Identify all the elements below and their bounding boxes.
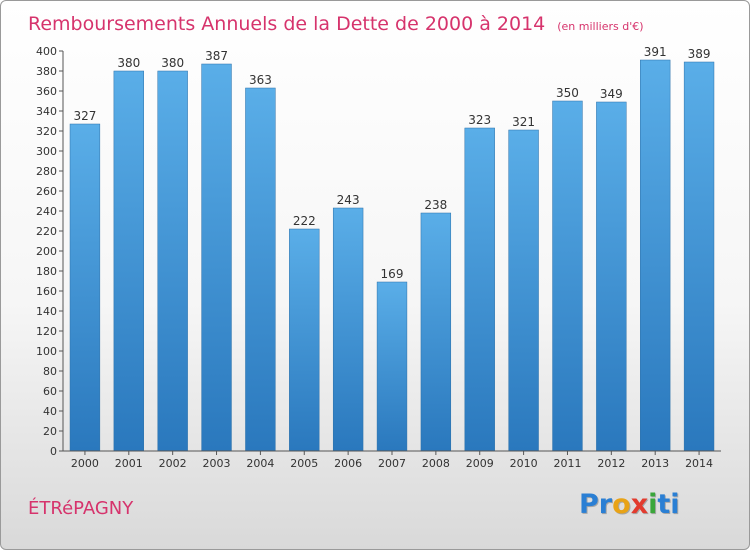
y-tick-label: 380 [36,65,57,78]
x-tick-label: 2012 [597,457,625,470]
bar [201,63,232,452]
bar [508,129,539,452]
x-tick-label: 2013 [641,457,669,470]
bar-value-label: 391 [644,45,667,59]
bar [464,127,495,452]
bar [245,87,276,452]
y-tick-label: 360 [36,85,57,98]
bar-value-label: 238 [424,198,447,212]
chart-unit-label: (en milliers d'€) [557,20,643,33]
logo-letter: i [670,489,680,520]
y-tick-label: 280 [36,165,57,178]
x-tick-label: 2008 [422,457,450,470]
bar [683,61,715,452]
bar-value-label: 323 [468,113,491,127]
bar [640,59,671,452]
x-tick-label: 2000 [71,457,99,470]
y-tick-label: 120 [36,325,57,338]
x-tick-label: 2007 [378,457,406,470]
bar-value-label: 222 [293,214,316,228]
bar-value-label: 349 [600,87,623,101]
bar-value-label: 363 [249,73,272,87]
bar-value-label: 243 [337,193,360,207]
x-tick-label: 2005 [290,457,318,470]
bar [552,100,583,452]
bar-value-label: 321 [512,115,535,129]
logo-letter: o [612,489,631,520]
bar-value-label: 387 [205,49,228,63]
x-tick-label: 2003 [203,457,231,470]
y-tick-label: 400 [36,45,57,58]
bar-value-label: 350 [556,86,579,100]
bar [157,70,188,452]
logo-letter: r [598,489,613,520]
bar-value-label: 389 [688,47,711,61]
x-axis: 2000 2001 2002 2003 2004 2005 2006 2007 2008 2009… [63,450,721,470]
bar [596,101,627,452]
bar-value-label: 327 [73,109,96,123]
bar-value-label: 169 [381,267,404,281]
y-tick-label: 40 [43,405,57,418]
x-tick-label: 2004 [246,457,274,470]
commune-name: ÉTRéPAGNY [28,498,134,519]
y-tick-label: 80 [43,365,57,378]
x-tick-label: 2002 [159,457,187,470]
y-tick-label: 260 [36,185,57,198]
logo-letter: t [657,489,671,520]
y-tick-label: 200 [36,245,57,258]
x-tick-label: 2011 [553,457,581,470]
y-tick-label: 180 [36,265,57,278]
x-tick-label: 2009 [466,457,494,470]
bar [420,212,452,452]
x-tick-label: 2001 [115,457,143,470]
y-tick-label: 300 [36,145,57,158]
bar [332,207,364,452]
y-tick-label: 240 [36,205,57,218]
x-tick-label: 2010 [510,457,538,470]
bar [289,228,320,452]
y-axis: 0 20 40 60 80 100 120 140 160 180 200 220 240 260 280 3… [36,45,64,458]
chart-title: Remboursements Annuels de la Dette de 20… [28,13,545,35]
y-tick-label: 0 [50,445,57,458]
y-tick-label: 60 [43,385,57,398]
proxiti-logo: Proxiti [579,489,680,520]
bar [376,281,408,452]
y-tick-label: 320 [36,125,57,138]
x-tick-label: 2006 [334,457,362,470]
logo-letter: i [648,489,658,520]
logo-letter: P [579,489,599,520]
y-tick-label: 20 [43,425,57,438]
y-tick-label: 160 [36,285,57,298]
bar [113,70,144,452]
bars: 327 380 380 387 363 222 243 169 238 323 321 350 349 3… [69,45,715,452]
x-tick-label: 2014 [685,457,713,470]
logo-letter: x [630,489,649,520]
bar-value-label: 380 [117,56,140,70]
bar [69,123,101,452]
y-tick-label: 340 [36,105,57,118]
y-tick-label: 140 [36,305,57,318]
y-tick-label: 100 [36,345,57,358]
y-tick-label: 220 [36,225,57,238]
bar-value-label: 380 [161,56,184,70]
